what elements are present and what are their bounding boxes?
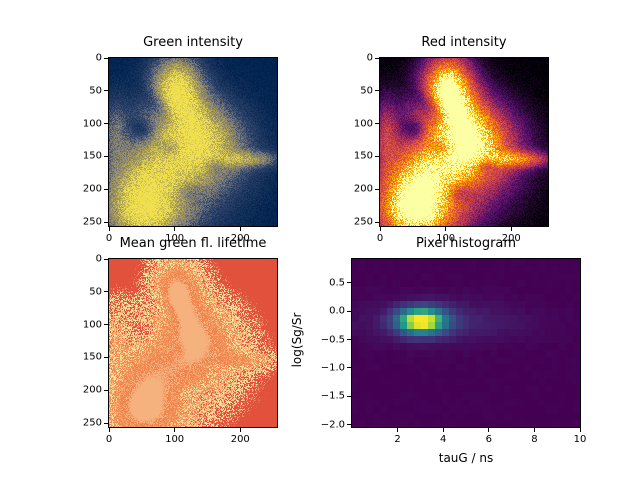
y-tick-label: 50 bbox=[360, 85, 373, 97]
red-intensity-heatmap bbox=[379, 57, 549, 227]
y-tick-label: 250 bbox=[82, 417, 102, 429]
y-tick-label: 150 bbox=[82, 351, 102, 363]
x-tick-mark bbox=[510, 227, 512, 231]
y-tick-mark bbox=[347, 310, 351, 312]
x-tick-mark bbox=[174, 428, 176, 432]
green-panel-title: Green intensity bbox=[143, 35, 243, 50]
y-tick-label: −0.5 bbox=[320, 334, 345, 346]
x-tick-label: 0 bbox=[105, 434, 113, 445]
x-tick-mark bbox=[239, 428, 241, 432]
y-tick-label: 150 bbox=[82, 150, 102, 162]
x-tick-mark bbox=[533, 428, 535, 432]
x-tick-mark bbox=[445, 227, 447, 231]
y-tick-mark bbox=[104, 221, 108, 223]
x-tick-mark bbox=[108, 428, 110, 432]
y-tick-label: 50 bbox=[89, 286, 102, 298]
y-tick-mark bbox=[375, 57, 379, 59]
x-tick-label: 0 bbox=[376, 233, 384, 244]
y-tick-label: 250 bbox=[353, 216, 373, 228]
y-tick-label: 150 bbox=[353, 150, 373, 162]
x-tick-label: 10 bbox=[573, 434, 587, 445]
y-tick-mark bbox=[375, 90, 379, 92]
y-tick-label: 100 bbox=[82, 118, 102, 130]
y-tick-label: 0 bbox=[95, 52, 102, 64]
y-tick-mark bbox=[347, 395, 351, 397]
y-tick-mark bbox=[104, 57, 108, 59]
histogram-panel-title: Pixel histogram bbox=[415, 236, 517, 251]
red-intensity-image bbox=[380, 58, 548, 226]
y-tick-mark bbox=[347, 367, 351, 369]
y-tick-mark bbox=[104, 422, 108, 424]
x-tick-mark bbox=[488, 428, 490, 432]
lifetime-heatmap bbox=[108, 258, 278, 428]
y-tick-label: 0.5 bbox=[329, 277, 345, 289]
x-tick-mark bbox=[442, 428, 444, 432]
x-tick-label: 2 bbox=[394, 434, 401, 445]
y-tick-label: 200 bbox=[82, 384, 102, 396]
red-panel-title: Red intensity bbox=[421, 35, 507, 50]
y-tick-label: 250 bbox=[82, 216, 102, 228]
y-tick-mark bbox=[375, 188, 379, 190]
x-tick-label: 100 bbox=[165, 233, 185, 244]
green-intensity-heatmap bbox=[108, 57, 278, 227]
y-tick-label: 100 bbox=[82, 319, 102, 331]
pixel-histogram-image bbox=[352, 259, 580, 427]
x-tick-mark bbox=[397, 428, 399, 432]
y-tick-mark bbox=[104, 155, 108, 157]
y-tick-label: 50 bbox=[89, 85, 102, 97]
y-tick-label: 0.0 bbox=[329, 305, 345, 317]
x-tick-label: 200 bbox=[230, 233, 250, 244]
x-tick-label: 200 bbox=[501, 233, 521, 244]
y-tick-mark bbox=[375, 221, 379, 223]
x-tick-label: 6 bbox=[485, 434, 492, 445]
y-tick-mark bbox=[375, 123, 379, 125]
y-tick-mark bbox=[104, 356, 108, 358]
y-tick-label: −1.5 bbox=[320, 390, 345, 402]
x-tick-label: 4 bbox=[440, 434, 447, 445]
y-tick-mark bbox=[104, 90, 108, 92]
histogram-y-axis-label: log(Sg/Sr bbox=[290, 312, 304, 368]
y-tick-mark bbox=[104, 188, 108, 190]
y-tick-label: −2.0 bbox=[320, 419, 345, 431]
x-tick-mark bbox=[579, 428, 581, 432]
y-tick-label: −1.0 bbox=[320, 362, 345, 374]
x-tick-label: 100 bbox=[436, 233, 456, 244]
y-tick-mark bbox=[104, 123, 108, 125]
x-tick-label: 8 bbox=[531, 434, 538, 445]
y-tick-label: 0 bbox=[95, 253, 102, 265]
y-tick-mark bbox=[104, 324, 108, 326]
green-intensity-image bbox=[109, 58, 277, 226]
y-tick-mark bbox=[347, 282, 351, 284]
y-tick-label: 0 bbox=[366, 52, 373, 64]
x-tick-mark bbox=[108, 227, 110, 231]
histogram-x-axis-label: tauG / ns bbox=[438, 451, 494, 465]
x-tick-mark bbox=[239, 227, 241, 231]
pixel-histogram-plot bbox=[351, 258, 581, 428]
x-tick-label: 0 bbox=[105, 233, 113, 244]
y-tick-mark bbox=[104, 258, 108, 260]
lifetime-image bbox=[109, 259, 277, 427]
x-tick-label: 200 bbox=[230, 434, 250, 445]
y-tick-mark bbox=[375, 155, 379, 157]
x-tick-mark bbox=[174, 227, 176, 231]
y-tick-label: 100 bbox=[353, 118, 373, 130]
x-tick-label: 100 bbox=[165, 434, 185, 445]
y-tick-mark bbox=[347, 339, 351, 341]
y-tick-mark bbox=[104, 389, 108, 391]
y-tick-label: 200 bbox=[82, 183, 102, 195]
y-tick-label: 200 bbox=[353, 183, 373, 195]
y-tick-mark bbox=[104, 291, 108, 293]
x-tick-mark bbox=[379, 227, 381, 231]
lifetime-panel-title: Mean green fl. lifetime bbox=[119, 236, 267, 251]
y-tick-mark bbox=[347, 424, 351, 426]
